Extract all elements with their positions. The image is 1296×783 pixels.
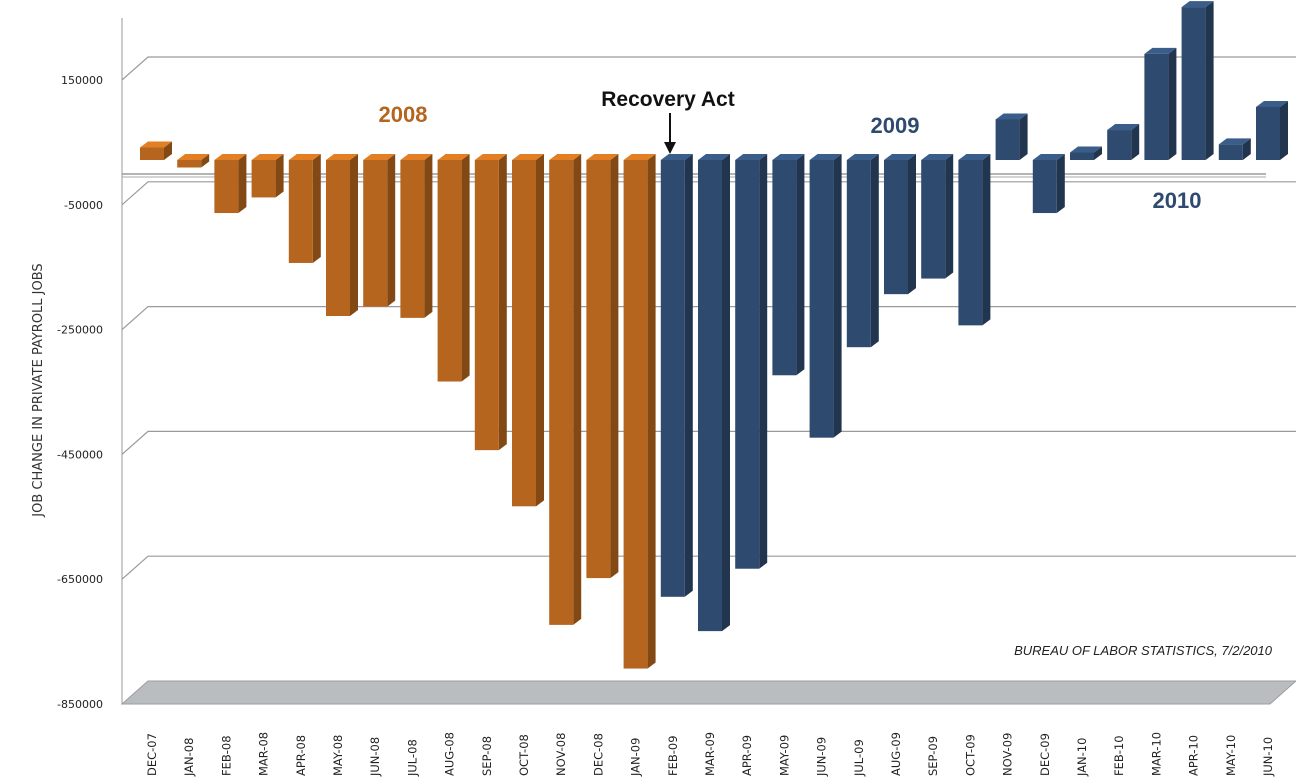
x-tick-label: SEP-09 [926,736,940,776]
bar-feb-09 [660,154,693,597]
x-tick-label: JUL-09 [852,739,866,777]
x-tick-label: APR-10 [1187,735,1201,776]
bar-feb-08 [214,154,247,214]
series-label-2008: 2008 [379,102,428,127]
bar-jan-10 [1070,146,1102,160]
x-tick-label: MAR-08 [257,732,271,776]
bar-apr-10 [1181,1,1214,161]
bars [140,1,1288,669]
y-tick-label: -650000 [57,573,103,586]
x-tick-label: JUN-08 [368,737,382,777]
x-tick-label: AUG-09 [889,732,903,776]
bar-mar-10 [1144,47,1177,160]
x-tick-label: NOV-08 [554,733,568,776]
x-tick-label: OCT-08 [517,734,531,776]
series-label-2010: 2010 [1153,188,1202,213]
x-tick-label: FEB-09 [666,735,680,776]
bar-dec-07 [140,141,172,160]
bar-dec-09 [1032,154,1065,214]
x-tick-label: DEC-09 [1038,733,1052,776]
bar-aug-08 [437,154,470,382]
x-tick-label: JUN-09 [815,737,829,777]
bar-aug-09 [884,154,916,295]
bar-nov-08 [549,154,582,625]
x-tick-label: JAN-10 [1075,738,1089,777]
bar-apr-09 [735,154,768,569]
y-axis-ticks: 150000 -50000 -250000 -450000 -650000 -850000 [57,74,103,711]
y-axis-label: JOB CHANGE IN PRIVATE PAYROLL JOBS [31,263,46,517]
bar-jun-10 [1256,100,1288,160]
x-tick-label: MAY-08 [331,735,345,776]
bar-oct-09 [958,154,991,326]
recovery-act-label: Recovery Act [601,88,734,111]
x-tick-label: JAN-09 [629,738,643,777]
bar-jul-09 [846,154,879,348]
gridline [121,306,1296,331]
x-tick-label: FEB-08 [219,735,233,776]
bar-mar-08 [251,154,284,198]
bar-jun-08 [363,154,396,307]
bar-jul-08 [400,154,433,318]
bar-sep-08 [474,154,507,451]
x-tick-label: JUN-10 [1261,737,1275,777]
bar-jun-09 [809,154,842,438]
source-note: BUREAU OF LABOR STATISTICS, 7/2/2010 [1014,643,1273,658]
series-label-2009: 2009 [871,113,920,138]
x-tick-label: MAR-09 [703,732,717,776]
chart-floor [120,680,1296,705]
bar-mar-09 [698,154,730,632]
chart-walls [120,18,1296,705]
bar-sep-09 [921,154,954,279]
x-tick-label: MAY-09 [777,735,791,776]
x-tick-label: DEC-07 [145,733,159,776]
bar-may-09 [772,154,805,376]
bar-jan-09 [623,154,656,669]
x-tick-label: NOV-09 [1001,733,1015,776]
x-tick-label: AUG-08 [443,732,457,776]
x-tick-label: APR-08 [294,735,308,776]
y-tick-label: -450000 [57,448,103,461]
recovery-act-arrow [664,113,676,154]
bar-oct-08 [512,154,544,507]
x-tick-label: APR-09 [740,735,754,776]
bar-may-10 [1218,138,1251,160]
y-tick-label: -850000 [57,698,103,711]
bar-jan-08 [177,154,210,168]
y-tick-label: -50000 [64,199,103,212]
gridline [121,430,1296,455]
x-axis-ticks: DEC-07 JAN-08 FEB-08 MAR-08 APR-08 MAY-08 JUN-… [145,732,1275,777]
x-tick-label: SEP-08 [480,736,494,776]
x-tick-label: MAR-10 [1149,732,1163,776]
bar-may-08 [326,154,358,316]
bar-dec-08 [586,154,619,579]
x-tick-label: FEB-10 [1112,735,1126,776]
gridline [121,56,1296,81]
gridline [121,555,1296,580]
x-tick-label: DEC-08 [591,733,605,776]
x-tick-label: OCT-09 [963,734,977,776]
x-tick-label: MAY-10 [1224,735,1238,776]
y-tick-label: -250000 [57,324,103,337]
bar-apr-08 [288,154,321,263]
x-tick-label: JUL-08 [405,739,419,777]
bar-nov-09 [995,113,1028,160]
x-tick-label: JAN-08 [182,738,196,777]
y-tick-label: 150000 [61,74,103,87]
bar-feb-10 [1107,124,1140,160]
